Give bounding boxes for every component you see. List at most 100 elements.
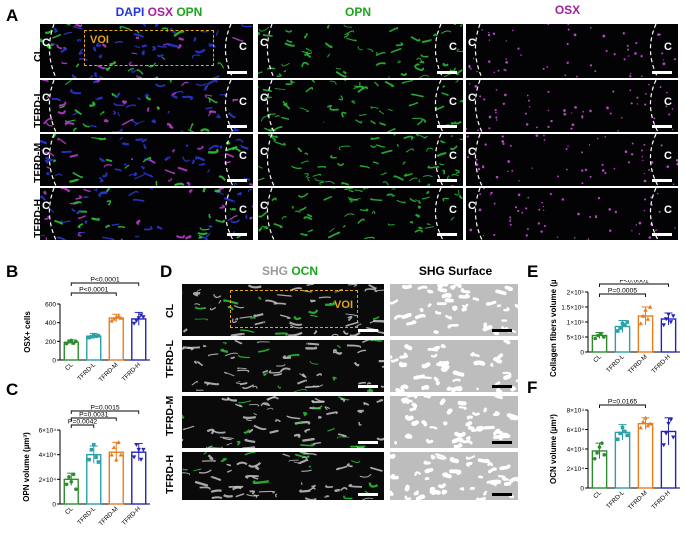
data-point	[87, 335, 91, 340]
data-point	[661, 443, 666, 448]
d-tile-r1-surface	[390, 340, 518, 392]
cartilage-mark-left: C	[468, 200, 476, 212]
y-tick-label: 0	[580, 350, 584, 357]
data-point	[666, 312, 671, 317]
significance-bracket	[599, 283, 669, 287]
cartilage-mark-right: C	[449, 96, 457, 108]
osx-header: OSX	[147, 5, 173, 19]
data-point	[96, 460, 101, 464]
y-tick-label: 2×10⁵	[567, 290, 585, 297]
data-point	[623, 323, 627, 327]
data-point	[625, 320, 630, 324]
data-point	[620, 425, 625, 430]
micrograph-texture	[468, 24, 677, 78]
data-point	[89, 334, 94, 339]
chart-c: 0 2×10⁴ 4×10⁴ 6×10⁴ OPN volume (µm³) CL TFRD-L…	[22, 405, 150, 527]
category-label: TFRD-M	[98, 361, 120, 382]
data-point	[648, 421, 653, 426]
data-point	[615, 437, 620, 442]
significance-bracket	[70, 410, 140, 414]
panel-e-label: E	[527, 262, 539, 281]
y-tick-label: 1.5×10⁵	[561, 305, 584, 312]
panel-a-label: A	[6, 6, 19, 25]
scale-bar	[652, 125, 672, 128]
data-point	[118, 315, 124, 320]
category-label: TFRD-L	[605, 489, 626, 510]
significance-bracket	[70, 282, 140, 286]
significance-bracket	[599, 404, 646, 408]
y-tick-label: 0	[52, 502, 56, 509]
a-row-label-tfrd-l: TFRD-L	[32, 90, 44, 128]
d-tile-r1-shg	[182, 340, 384, 392]
data-point	[89, 447, 94, 452]
data-point	[618, 431, 622, 436]
data-point	[67, 475, 71, 479]
d-row-label-tfrd-h: TFRD-H	[164, 454, 176, 494]
data-point	[638, 321, 643, 326]
data-point	[640, 313, 646, 318]
a-row-label-cl: CL	[32, 48, 44, 62]
cartilage-mark-right: C	[239, 150, 247, 162]
cartilage-mark-right: C	[239, 41, 247, 53]
y-axis-label: OCN volume (µm³)	[549, 414, 558, 484]
opn-header: OPN	[176, 5, 203, 19]
scale-bar	[227, 179, 247, 182]
data-point	[668, 417, 674, 422]
scale-bar	[437, 233, 457, 236]
category-label: CL	[592, 353, 603, 364]
cartilage-mark-right: C	[664, 41, 672, 53]
y-tick-label: 2×10⁴	[39, 477, 57, 484]
data-point	[600, 441, 604, 445]
cartilage-mark-left: C	[468, 37, 476, 49]
data-point	[134, 319, 139, 323]
micrograph-texture	[258, 188, 463, 240]
category-label: TFRD-L	[76, 361, 97, 382]
y-tick-label: 400	[45, 320, 56, 327]
cartilage-mark-right: C	[449, 150, 457, 162]
data-point	[671, 435, 676, 440]
cartilage-mark-right: C	[664, 150, 672, 162]
data-point	[666, 421, 671, 426]
category-label: CL	[592, 489, 603, 500]
data-point	[116, 440, 121, 445]
dapi-header: DAPI	[115, 5, 145, 19]
micrograph-texture	[182, 396, 384, 448]
data-point	[109, 318, 114, 323]
y-tick-label: 200	[45, 339, 56, 346]
data-point	[602, 453, 607, 457]
data-point	[136, 447, 141, 452]
data-point	[74, 487, 78, 491]
ocn-header: OCN	[291, 264, 319, 278]
significance-label: P=0.0005	[608, 288, 638, 295]
y-tick-label: 1×10⁵	[567, 320, 585, 327]
data-point	[595, 451, 599, 455]
data-point	[131, 321, 137, 326]
y-tick-label: 600	[45, 302, 56, 309]
data-point	[643, 307, 648, 312]
micrograph-texture	[258, 134, 463, 186]
significance-bracket	[599, 293, 646, 297]
data-point	[645, 423, 651, 428]
significance-bracket	[70, 417, 117, 421]
micrograph-texture	[258, 24, 463, 78]
data-point	[111, 316, 117, 321]
micrograph-texture	[40, 134, 253, 186]
a-row-label-tfrd-m: TFRD-M	[32, 142, 44, 183]
data-point	[593, 336, 598, 341]
d-tile-r3-shg	[182, 452, 384, 500]
scale-bar	[358, 329, 378, 332]
category-label: TFRD-L	[605, 353, 626, 374]
cartilage-mark-left: C	[260, 92, 268, 104]
panel-d-merge-header: SHG OCN	[195, 264, 385, 278]
data-point	[592, 456, 597, 461]
data-point	[638, 425, 643, 430]
micrograph-texture	[182, 452, 383, 500]
category-label: TFRD-M	[627, 353, 649, 375]
panel-a-merge-header: DAPI OSX OPN	[84, 5, 234, 19]
category-label: CL	[64, 505, 75, 516]
data-point	[94, 455, 98, 459]
scale-bar	[437, 179, 457, 182]
